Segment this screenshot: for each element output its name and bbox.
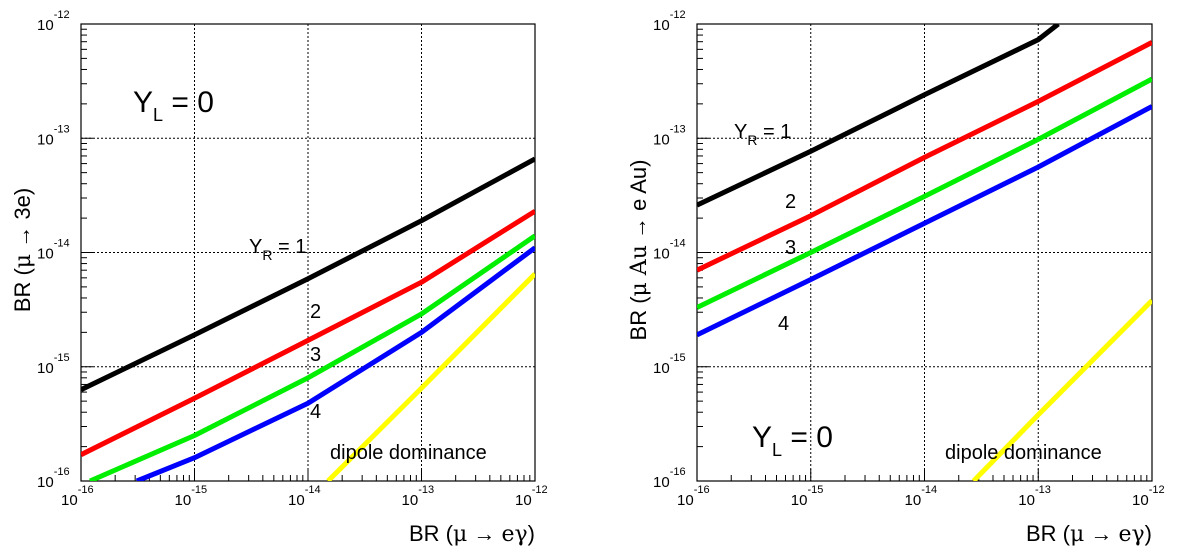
- tick-marks: [80, 23, 536, 482]
- series-line-2: [81, 209, 535, 457]
- dipole-annotation: dipole dominance: [945, 442, 1102, 464]
- regime-annotation: YL = 0: [752, 421, 833, 460]
- x-tick-label: 10-12: [515, 484, 548, 509]
- x-tick-label: 10-12: [1132, 484, 1165, 509]
- chart-panel-1: 10-16 10-15 10-14 10-13 10-12 10-16 10-15 10-14…: [10, 9, 548, 547]
- y-tick-label: 10-14: [653, 238, 686, 263]
- tick-marks: [696, 23, 1153, 482]
- series-line-5: [971, 298, 1152, 481]
- y-tick-label: 10-16: [37, 466, 70, 491]
- series-line-5: [326, 272, 535, 481]
- y-tick-label: 10-15: [37, 352, 70, 377]
- y-axis-label: BR (μ → 3e): [10, 188, 36, 312]
- series-line-1: [81, 156, 535, 392]
- series-line-3: [89, 233, 535, 481]
- x-tick-label: 10-15: [175, 484, 208, 509]
- series-line-1: [697, 24, 1060, 208]
- regime-annotation: YL = 0: [133, 86, 214, 125]
- x-axis-label: BR (μ → eγ): [409, 521, 535, 547]
- series-line-4: [697, 104, 1152, 338]
- series-lines: [81, 156, 535, 481]
- x-tick-label: 10-13: [402, 484, 435, 509]
- y-tick-label: 10-12: [37, 9, 70, 34]
- series-label-2: 2: [310, 301, 321, 323]
- series-label-1: YR = 1: [249, 236, 306, 263]
- series-line-4: [135, 245, 535, 481]
- y-tick-label: 10-16: [653, 466, 686, 491]
- x-tick-label: 10-14: [288, 484, 321, 509]
- y-tick-label: 10-15: [653, 352, 686, 377]
- x-axis-label: BR (μ → eγ): [1026, 521, 1152, 547]
- series-label-4: 4: [778, 313, 789, 335]
- x-tick-label: 10-14: [905, 484, 938, 509]
- series-label-3: 3: [310, 344, 321, 366]
- series-label-1: YR = 1: [734, 121, 791, 148]
- series-line-3: [697, 76, 1152, 310]
- series-label-2: 2: [785, 191, 796, 213]
- dipole-annotation: dipole dominance: [330, 442, 487, 464]
- y-tick-label: 10-12: [653, 9, 686, 34]
- y-tick-label: 10-14: [37, 238, 70, 263]
- x-tick-label: 10-13: [1018, 484, 1051, 509]
- x-tick-label: 10-16: [677, 484, 710, 509]
- series-label-4: 4: [310, 401, 321, 423]
- x-tick-label: 10-15: [791, 484, 824, 509]
- y-tick-label: 10-13: [37, 123, 70, 148]
- series-line-2: [697, 40, 1152, 273]
- chart-panel-2: 10-16 10-15 10-14 10-13 10-12 10-16 10-15 10-14…: [626, 9, 1165, 547]
- series-label-3: 3: [785, 237, 796, 259]
- y-axis-label: BR (μ Au → e Au): [626, 160, 652, 341]
- y-tick-label: 10-13: [653, 123, 686, 148]
- series-lines: [697, 24, 1152, 481]
- x-tick-label: 10-16: [61, 484, 94, 509]
